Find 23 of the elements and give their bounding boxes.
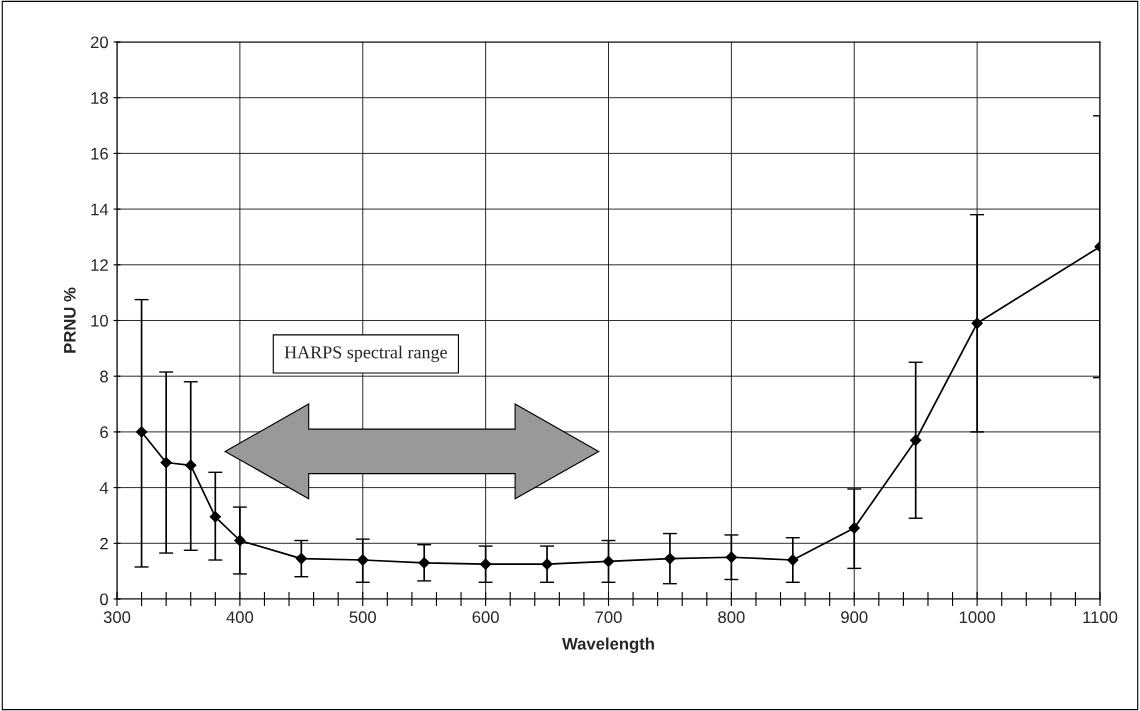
- x-tick-label: 500: [349, 611, 376, 624]
- y-tick-label: 14: [91, 203, 109, 216]
- y-tick-label: 0: [100, 593, 109, 606]
- x-tick-label: 700: [595, 611, 622, 624]
- y-axis-title: PRNU %: [63, 287, 76, 353]
- y-tick-label: 2: [100, 537, 108, 550]
- y-tick-label: 18: [91, 92, 108, 104]
- y-tick-label: 20: [90, 36, 109, 49]
- x-axis-title: Wavelength: [562, 637, 654, 654]
- x-tick-label: 400: [226, 611, 254, 624]
- y-tick-label: 6: [100, 426, 108, 439]
- x-tick-label: 1000: [959, 611, 996, 624]
- x-tick-label: 1100: [1083, 611, 1118, 624]
- y-tick-label: 8: [100, 370, 108, 383]
- y-tick-label: 10: [91, 314, 109, 327]
- x-tick-label: 800: [718, 611, 745, 624]
- annotation: HARPS spectral range: [284, 345, 447, 363]
- x-tick-label: 600: [472, 611, 499, 624]
- y-tick-label: 16: [91, 147, 108, 160]
- x-tick-label: 300: [103, 611, 131, 624]
- y-tick-label: 12: [91, 259, 108, 271]
- x-tick-label: 900: [841, 611, 868, 624]
- y-tick-label: 4: [99, 482, 109, 494]
